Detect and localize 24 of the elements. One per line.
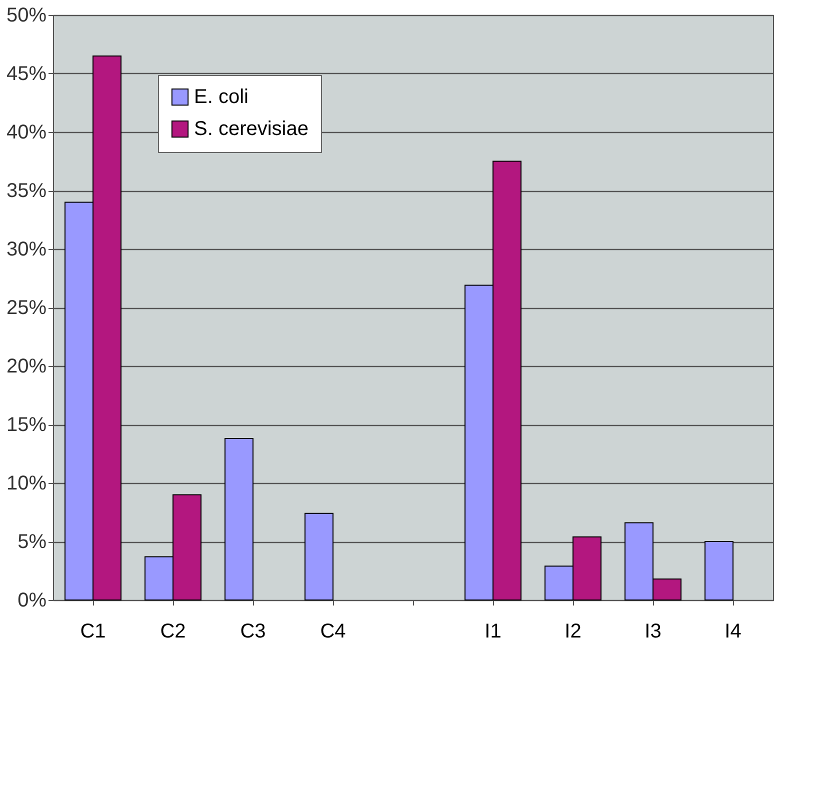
y-tick-label: 0% bbox=[18, 590, 47, 612]
y-tick-label: 40% bbox=[6, 122, 47, 144]
x-tick-label: C4 bbox=[320, 620, 346, 642]
y-tick-label: 45% bbox=[6, 63, 47, 85]
y-tick-label: 5% bbox=[18, 531, 47, 553]
x-tick-label: I4 bbox=[724, 620, 742, 642]
y-tick-label: 15% bbox=[6, 414, 47, 436]
y-tick-label: 10% bbox=[6, 472, 47, 494]
x-tick-label: C1 bbox=[80, 620, 106, 642]
x-tick-label: C2 bbox=[160, 620, 186, 642]
y-tick-label: 30% bbox=[6, 238, 47, 260]
y-tick-label: 20% bbox=[6, 356, 47, 378]
x-tick-label: C3 bbox=[240, 620, 266, 642]
y-tick-label: 25% bbox=[6, 297, 47, 319]
x-tick-label: I3 bbox=[644, 620, 662, 642]
bar bbox=[304, 512, 334, 600]
bar bbox=[224, 438, 254, 600]
y-tick-label: 35% bbox=[6, 180, 47, 202]
bar bbox=[704, 541, 734, 600]
legend-label: S. cerevisiae bbox=[194, 118, 308, 140]
y-tick-label: 50% bbox=[6, 4, 47, 26]
x-tick-label: I2 bbox=[564, 620, 582, 642]
legend-label: E. coli bbox=[194, 86, 248, 108]
x-tick-label: I1 bbox=[484, 620, 502, 642]
